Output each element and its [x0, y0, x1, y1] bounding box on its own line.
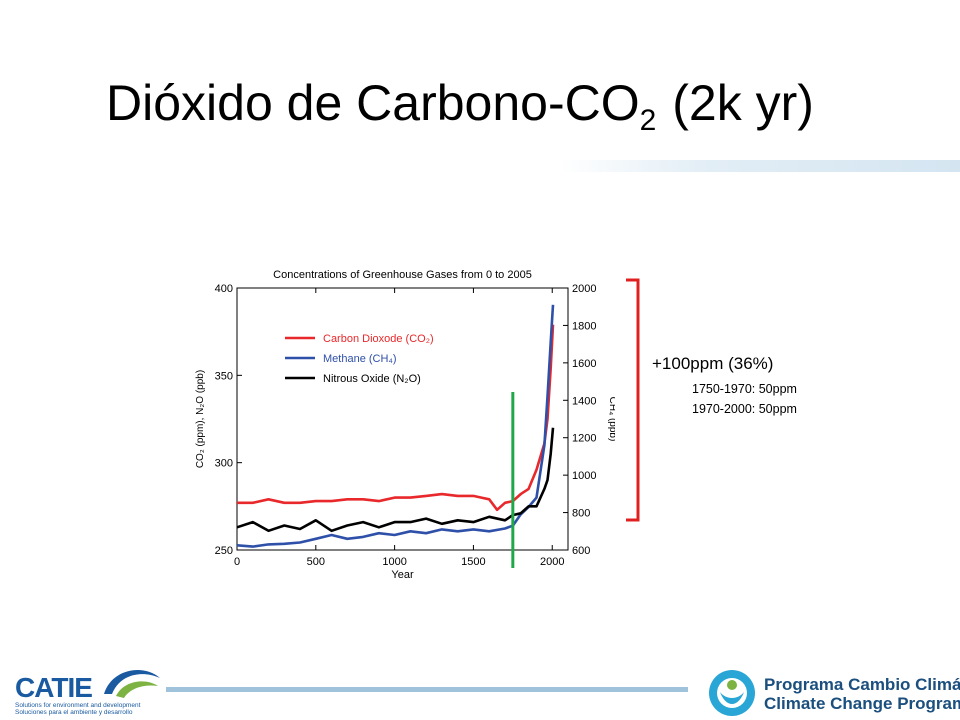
- x-tick-label: 0: [234, 556, 240, 568]
- y-right-tick-label: 1800: [572, 320, 596, 332]
- x-axis-label: Year: [391, 569, 414, 581]
- catie-logo: CATIE Solutions for environment and deve…: [12, 664, 162, 716]
- program-name-es: Programa Cambio Climático: [764, 675, 960, 694]
- title-accent-bar: [560, 160, 960, 172]
- program-name-en: Climate Change Program: [764, 694, 960, 713]
- increase-annotation: +100ppm (36%): [652, 354, 774, 373]
- period-annotation-2: 1970-2000: 50ppm: [692, 402, 797, 416]
- ghg-chart: Concentrations of Greenhouse Gases from …: [195, 269, 615, 581]
- legend-label: Carbon Dioxode (CO₂): [323, 333, 434, 345]
- y-left-axis-label: CO₂ (ppm), N₂O (ppb): [195, 370, 206, 468]
- title-subscript: 2: [639, 104, 657, 137]
- catie-swoosh-icon: [104, 670, 160, 698]
- climate-program-logo-icon: [709, 670, 755, 716]
- y-right-tick-label: 1000: [572, 470, 596, 482]
- bracket-brace: [626, 278, 640, 522]
- title-tail: (2k yr): [672, 75, 814, 131]
- footer-divider: [166, 687, 688, 692]
- series-line-n2o: [236, 427, 555, 533]
- legend-label: Nitrous Oxide (N₂O): [323, 373, 421, 385]
- y-right-tick-label: 1200: [572, 433, 596, 445]
- catie-tagline-en: Solutions for environment and developmen…: [15, 702, 141, 709]
- y-right-tick-label: 600: [572, 545, 590, 557]
- title-main: Dióxido de Carbono-CO: [106, 75, 640, 131]
- x-tick-label: 500: [307, 556, 325, 568]
- plot-frame: [236, 287, 569, 551]
- catie-wordmark: CATIE: [15, 672, 93, 703]
- x-tick-label: 1000: [382, 556, 406, 568]
- catie-tagline-es: Soluciones para el ambiente y desarrollo: [15, 709, 133, 716]
- x-tick-label: 1500: [461, 556, 485, 568]
- x-tick-label: 2000: [540, 556, 564, 568]
- y-left-tick-label: 350: [215, 370, 233, 382]
- slide-title: Dióxido de Carbono-CO2 (2k yr): [106, 72, 814, 137]
- y-right-axis-label: CH₄ (ppb): [607, 397, 615, 442]
- y-right-tick-label: 800: [572, 508, 590, 520]
- y-left-tick-label: 300: [215, 458, 233, 470]
- y-right-tick-label: 2000: [572, 283, 596, 295]
- y-right-tick-label: 1600: [572, 358, 596, 370]
- series-line-co2: [237, 324, 555, 512]
- y-left-tick-label: 400: [215, 283, 233, 295]
- y-right-tick-label: 1400: [572, 395, 596, 407]
- y-left-tick-label: 250: [215, 545, 233, 557]
- series-line-ch4: [236, 304, 555, 548]
- period-annotation-1: 1750-1970: 50ppm: [692, 382, 797, 396]
- legend-label: Methane (CH₄): [323, 353, 397, 365]
- chart-title: Concentrations of Greenhouse Gases from …: [273, 269, 532, 281]
